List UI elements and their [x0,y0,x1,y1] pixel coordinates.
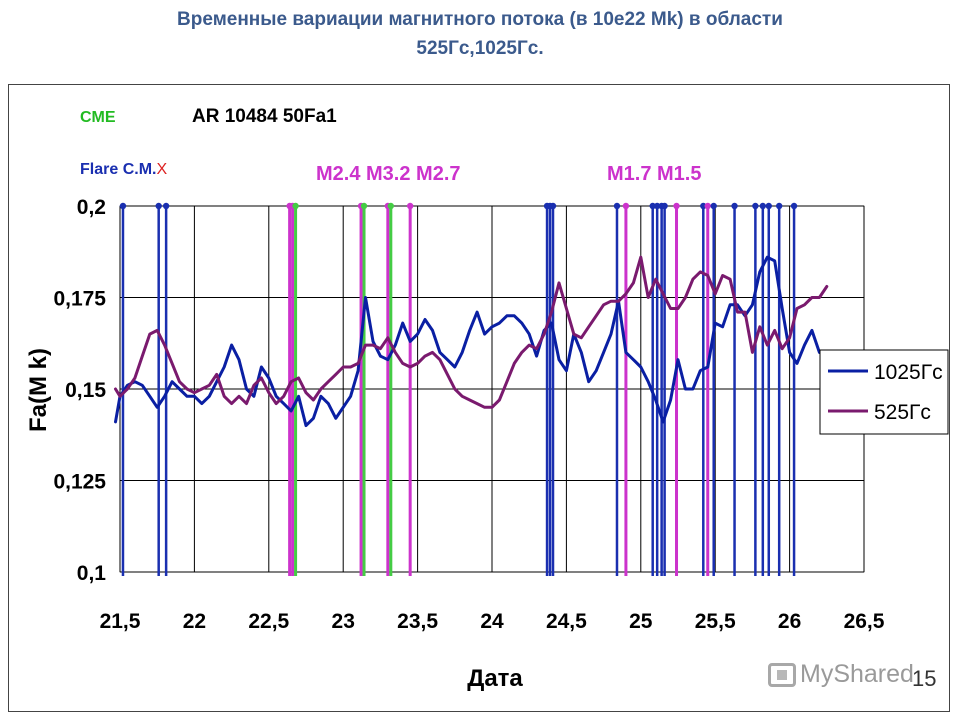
x-tick-labels: 21,5 22 22,5 23 23,5 24 24,5 25 25,5 26 26,5 [100,610,885,633]
event-marker-dot [661,202,668,210]
flare-prefix: Flare C.M. [80,161,156,178]
legend-label-1025: 1025Гс [874,361,943,384]
y-tick-label: 0,2 [77,196,106,219]
flare-classes-left: M2.4 M3.2 M2.7 [316,163,461,185]
flare-label: Flare C.M.X [80,161,167,178]
x-axis-label: Дата [467,665,523,692]
event-marker-dot [360,202,368,210]
slide-title-line-2: 525Гс,1025Гс. [416,38,544,59]
event-marker-dot [653,202,661,210]
legend-label-525: 525Гс [874,401,931,424]
x-tick-label: 23 [332,610,355,633]
y-tick-label: 0,1 [77,562,107,585]
x-tick-label: 22,5 [248,610,289,633]
event-marker-dot [649,202,656,210]
legend-box [819,349,949,435]
x-tick-label: 22 [183,610,206,633]
x-tick-label: 26 [778,610,801,633]
x-tick-label: 25,5 [695,610,736,633]
flare-classes-right: M1.7 M1.5 [607,163,701,185]
y-tick-labels: 0,2 0,175 0,15 0,125 0,1 [53,196,106,585]
data-series [114,255,829,428]
series-line-1025 [114,255,821,428]
legend: 1025Гс 525Гс [819,349,949,435]
watermark: MyShared [768,660,914,689]
x-tick-label: 26,5 [844,610,885,633]
event-marker-dot [765,202,772,210]
region-label: AR 10484 50Fa1 [192,106,337,127]
presentation-icon [768,663,796,688]
event-marker-dot [622,202,630,210]
x-tick-label: 24,5 [546,610,587,633]
event-marker-dot [731,202,738,210]
event-marker-dot [387,202,395,210]
event-marker-dot [162,202,170,210]
y-tick-label: 0,125 [53,471,106,494]
event-marker-dot [752,202,759,210]
series-line-525 [114,255,829,409]
flare-x: X [156,161,167,178]
x-tick-label: 23,5 [397,610,438,633]
page-number: 15 [912,666,937,691]
watermark-text: MyShared [800,660,914,688]
event-marker-dot [549,202,557,210]
x-tick-label: 25 [629,610,653,633]
event-marker-dot [292,202,299,210]
x-tick-label: 24 [480,610,504,633]
slide-title-line-1: Временные вариации магнитного потока (в … [177,9,783,30]
event-marker-dot [790,202,798,210]
event-marker-dot [613,202,621,210]
event-marker-dot [155,202,162,210]
cme-label: CME [80,109,116,126]
event-marker-dot [673,202,680,210]
event-marker-dot [775,202,783,210]
chart-frame [8,84,950,712]
grid-lines [119,205,865,573]
y-tick-label: 0,15 [65,379,106,402]
event-marker-dot [759,202,767,210]
x-tick-label: 21,5 [100,610,141,633]
event-marker-dot [700,202,707,210]
event-marker-dot [119,202,127,210]
y-tick-label: 0,175 [53,288,106,311]
event-marker-dot [710,202,717,210]
event-marker-dot [406,202,414,210]
y-axis-label: Fa(M k) [25,348,52,432]
event-marker-dot [704,202,711,210]
